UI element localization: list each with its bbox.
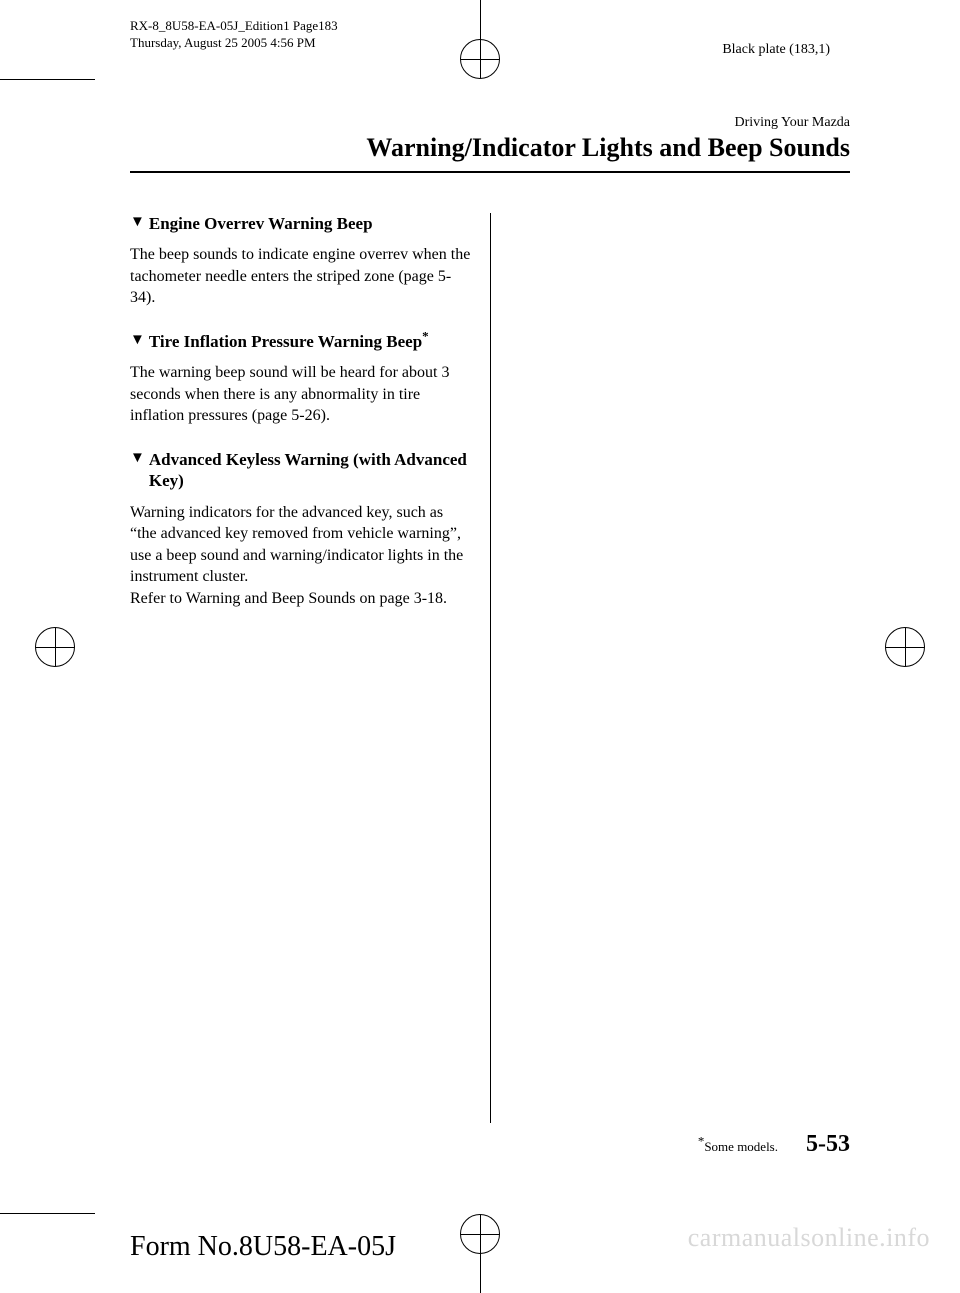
subsection-heading-3: ▼ Advanced Keyless Warning (with Advance… [130,449,474,492]
doc-id: RX-8_8U58-EA-05J_Edition1 Page183 [130,18,338,35]
two-column-layout: ▼ Engine Overrev Warning Beep The beep s… [130,213,850,1123]
subsection-body-1: The beep sounds to indicate engine overr… [130,244,474,309]
trim-line-bottom-left [0,1213,95,1214]
chapter-pretitle: Driving Your Mazda [130,115,850,131]
form-number: Form No.8U58-EA-05J [130,1231,396,1263]
subsection-body-2: The warning beep sound will be heard for… [130,362,474,427]
registration-mark-right [885,627,925,667]
print-header-left: RX-8_8U58-EA-05J_Edition1 Page183 Thursd… [130,18,338,52]
print-header-right: Black plate (183,1) [722,42,830,58]
doc-timestamp: Thursday, August 25 2005 4:56 PM [130,35,338,52]
page-footer: *Some models. 5-53 [698,1131,850,1158]
plate-info: Black plate (183,1) [722,42,830,57]
subsection-body-3: Warning indicators for the advanced key,… [130,502,474,610]
crop-mark-top [460,0,500,79]
footnote: *Some models. [698,1139,778,1155]
chapter-header: Driving Your Mazda Warning/Indicator Lig… [130,115,850,163]
triangle-marker-icon: ▼ [130,213,145,233]
registration-mark-left [35,627,75,667]
column-left: ▼ Engine Overrev Warning Beep The beep s… [130,213,490,1123]
subsection-title-1: Engine Overrev Warning Beep [149,213,373,234]
triangle-marker-icon: ▼ [130,331,145,351]
header-rule [130,171,850,173]
content-area: Driving Your Mazda Warning/Indicator Lig… [130,115,850,1128]
trim-line-top-left [0,79,95,80]
crop-mark-bottom [460,1214,500,1293]
subsection-title-3: Advanced Keyless Warning (with Advanced … [149,449,474,492]
subsection-heading-1: ▼ Engine Overrev Warning Beep [130,213,474,234]
subsection-heading-2: ▼ Tire Inflation Pressure Warning Beep* [130,331,474,352]
triangle-marker-icon: ▼ [130,449,145,469]
subsection-title-2: Tire Inflation Pressure Warning Beep* [149,331,429,352]
watermark: carmanualsonline.info [688,1223,930,1253]
chapter-title: Warning/Indicator Lights and Beep Sounds [130,133,850,163]
page-number: 5-53 [806,1131,850,1158]
column-right [491,213,851,1123]
asterisk-icon: * [422,328,429,343]
